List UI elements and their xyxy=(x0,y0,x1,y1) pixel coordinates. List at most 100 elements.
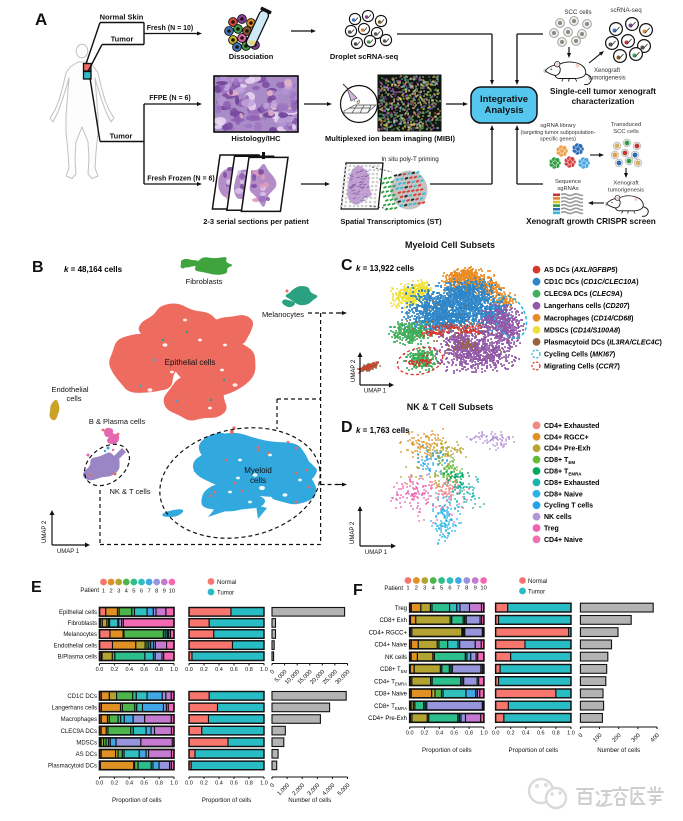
svg-text:Analysis: Analysis xyxy=(484,105,523,116)
svg-text:Tumor: Tumor xyxy=(528,590,545,596)
svg-text:B/Plasma cells: B/Plasma cells xyxy=(58,654,97,660)
svg-text:0.8: 0.8 xyxy=(245,781,253,787)
svg-text:Migrating Cells (CCR7): Migrating Cells (CCR7) xyxy=(544,364,620,371)
svg-text:0.6: 0.6 xyxy=(230,667,238,673)
svg-text:0: 0 xyxy=(578,733,585,740)
svg-text:Epithelial cells: Epithelial cells xyxy=(59,610,97,616)
svg-text:Langerhans cells (CD207): Langerhans cells (CD207) xyxy=(544,303,630,310)
svg-text:CD4+ Exhausted: CD4+ Exhausted xyxy=(544,423,599,430)
svg-text:100: 100 xyxy=(592,733,603,744)
svg-text:Fresh (N = 10): Fresh (N = 10) xyxy=(147,25,194,32)
svg-text:Tumor: Tumor xyxy=(217,591,234,597)
svg-text:Sequence: Sequence xyxy=(555,179,581,185)
svg-text:Fibroblasts: Fibroblasts xyxy=(186,277,223,286)
svg-text:0.2: 0.2 xyxy=(111,781,119,787)
svg-text:specific genes): specific genes) xyxy=(540,137,576,143)
svg-text:CLEC9A DCs (CLEC9A): CLEC9A DCs (CLEC9A) xyxy=(544,291,622,298)
svg-text:0.8: 0.8 xyxy=(155,781,163,787)
svg-text:CD4+ RGCC+: CD4+ RGCC+ xyxy=(369,630,408,636)
svg-text:Macrophages: Macrophages xyxy=(61,717,97,723)
svg-text:tumorigenesis: tumorigenesis xyxy=(588,76,625,82)
svg-text:Endothelial cells: Endothelial cells xyxy=(54,643,97,649)
svg-text:0.6: 0.6 xyxy=(230,781,238,787)
svg-text:0.4: 0.4 xyxy=(215,667,223,673)
svg-text:Dissociation: Dissociation xyxy=(229,52,274,61)
svg-text:UMAP 2: UMAP 2 xyxy=(350,521,356,544)
svg-text:1.0: 1.0 xyxy=(170,781,178,787)
svg-text:0.0: 0.0 xyxy=(492,731,500,737)
svg-text:0.4: 0.4 xyxy=(215,781,223,787)
svg-text:CD8+ TEM: CD8+ TEM xyxy=(544,457,575,465)
svg-text:0: 0 xyxy=(269,669,276,676)
svg-text:k = 48,164 cells: k = 48,164 cells xyxy=(64,265,123,274)
svg-text:Droplet scRNA-seq: Droplet scRNA-seq xyxy=(330,52,399,61)
svg-text:Langerhans cells: Langerhans cells xyxy=(52,706,97,712)
svg-text:2: 2 xyxy=(415,586,418,592)
svg-text:E: E xyxy=(31,579,42,596)
svg-text:MDSCs (CD14/S100A8): MDSCs (CD14/S100A8) xyxy=(544,327,620,334)
svg-text:MDSCs: MDSCs xyxy=(76,740,97,746)
svg-text:CLEC9A DCs: CLEC9A DCs xyxy=(61,729,97,735)
svg-text:Number of cells: Number of cells xyxy=(288,797,331,804)
svg-text:9: 9 xyxy=(163,589,166,595)
svg-text:300: 300 xyxy=(631,733,642,744)
svg-text:scRNA-seq: scRNA-seq xyxy=(610,7,642,14)
svg-text:Proportion of cells: Proportion of cells xyxy=(202,797,252,804)
svg-text:NK & T Cell Subsets: NK & T Cell Subsets xyxy=(407,402,494,412)
svg-text:0.2: 0.2 xyxy=(111,667,119,673)
svg-text:4: 4 xyxy=(432,586,436,592)
svg-text:1.0: 1.0 xyxy=(260,667,268,673)
svg-text:Proportion of cells: Proportion of cells xyxy=(112,797,162,804)
svg-text:A: A xyxy=(35,10,47,29)
svg-text:Proportion of cells: Proportion of cells xyxy=(509,747,559,754)
svg-text:CD8+ Naive: CD8+ Naive xyxy=(544,491,583,498)
svg-text:tumorigenesis: tumorigenesis xyxy=(608,188,644,194)
svg-text:CD8+ Exhausted: CD8+ Exhausted xyxy=(544,480,599,487)
svg-text:0.4: 0.4 xyxy=(125,781,133,787)
svg-text:Patient: Patient xyxy=(384,586,403,592)
svg-text:0.0: 0.0 xyxy=(96,781,104,787)
svg-text:C: C xyxy=(341,257,353,274)
svg-text:CD4+ Pre-Exh: CD4+ Pre-Exh xyxy=(544,446,591,453)
svg-text:0.6: 0.6 xyxy=(537,731,545,737)
svg-text:Spatial Transcriptomics (ST): Spatial Transcriptomics (ST) xyxy=(340,217,442,226)
svg-text:Plasmacytoid DCs: Plasmacytoid DCs xyxy=(48,764,97,770)
svg-text:Xenograft growth CRISPR screen: Xenograft growth CRISPR screen xyxy=(526,217,656,226)
svg-text:Cycling Cells (MKI67): Cycling Cells (MKI67) xyxy=(544,352,615,359)
svg-text:Xenograft: Xenograft xyxy=(594,68,620,74)
svg-text:UMAP 2: UMAP 2 xyxy=(42,520,48,543)
svg-text:0.8: 0.8 xyxy=(465,731,473,737)
svg-text:CD8+ TEMRA: CD8+ TEMRA xyxy=(374,704,407,711)
svg-text:sgRNA library: sgRNA library xyxy=(540,123,576,129)
svg-text:CD8+ TEMRA: CD8+ TEMRA xyxy=(544,469,582,477)
svg-text:CD1C DCs (CD1C/CLEC10A): CD1C DCs (CD1C/CLEC10A) xyxy=(544,279,639,286)
svg-text:1.0: 1.0 xyxy=(260,781,268,787)
svg-text:1: 1 xyxy=(406,586,409,592)
svg-text:0.4: 0.4 xyxy=(522,731,530,737)
svg-text:0.8: 0.8 xyxy=(552,731,560,737)
svg-text:0.0: 0.0 xyxy=(406,731,414,737)
svg-text:5: 5 xyxy=(132,589,135,595)
svg-text:characterization: characterization xyxy=(572,97,635,106)
svg-text:Xenograft: Xenograft xyxy=(613,181,639,187)
svg-text:B: B xyxy=(32,259,44,276)
svg-text:0.6: 0.6 xyxy=(140,781,148,787)
svg-text:Macrophages (CD14/CD68): Macrophages (CD14/CD68) xyxy=(544,315,634,322)
svg-text:Myeloid Cell Subsets: Myeloid Cell Subsets xyxy=(405,240,495,250)
svg-text:NK cells: NK cells xyxy=(385,655,407,661)
svg-text:Tumor: Tumor xyxy=(110,132,133,141)
svg-text:200: 200 xyxy=(612,733,623,744)
svg-text:0.2: 0.2 xyxy=(200,667,208,673)
svg-text:NK cells: NK cells xyxy=(544,514,572,521)
svg-text:0.0: 0.0 xyxy=(185,667,193,673)
svg-text:CD4+ Naive: CD4+ Naive xyxy=(374,643,407,649)
svg-text:CD8+ TEM: CD8+ TEM xyxy=(380,667,408,674)
svg-text:UMAP 1: UMAP 1 xyxy=(57,549,80,555)
svg-text:UMAP 2: UMAP 2 xyxy=(351,359,357,382)
svg-text:Proportion of cells: Proportion of cells xyxy=(422,747,472,754)
svg-text:0.8: 0.8 xyxy=(155,667,163,673)
svg-text:Integrative: Integrative xyxy=(480,94,528,105)
svg-text:Fibroblasts: Fibroblasts xyxy=(68,621,97,627)
svg-text:CD4+ RGCC+: CD4+ RGCC+ xyxy=(544,434,589,441)
svg-text:0.6: 0.6 xyxy=(450,731,458,737)
